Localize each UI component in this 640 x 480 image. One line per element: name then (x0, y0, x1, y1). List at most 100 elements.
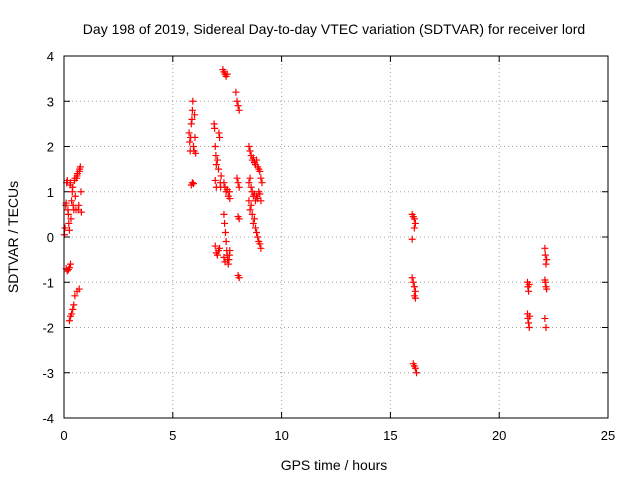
x-tick-label: 5 (169, 428, 176, 443)
data-point (217, 172, 225, 180)
data-point (245, 179, 253, 187)
data-point (221, 258, 229, 266)
data-point (226, 195, 234, 203)
data-point (541, 251, 549, 259)
data-point (541, 314, 549, 322)
y-tick-label: -3 (42, 366, 54, 381)
data-point (65, 219, 73, 227)
data-point (525, 287, 533, 295)
data-point (65, 264, 73, 272)
data-point (410, 283, 418, 291)
y-tick-label: 0 (47, 230, 54, 245)
data-point (69, 183, 77, 191)
data-point (411, 287, 419, 295)
data-point (525, 324, 533, 331)
data-point (256, 240, 264, 248)
data-point (221, 228, 229, 236)
axis-ticks: 0 5 10 15 20 25 -4 -3 -2 -1 0 1 2 3 4 (42, 49, 615, 443)
data-point (192, 149, 200, 157)
data-point (220, 210, 228, 218)
data-point (61, 224, 69, 232)
data-points (60, 66, 551, 377)
y-tick-label: 2 (47, 140, 54, 155)
data-point (71, 192, 79, 200)
data-point (68, 197, 76, 205)
data-point (256, 190, 264, 198)
data-point (223, 70, 231, 78)
data-point (77, 188, 85, 196)
data-point (188, 115, 196, 123)
data-point (246, 174, 254, 182)
data-point (212, 152, 220, 160)
data-point (69, 305, 77, 313)
data-point (257, 244, 265, 252)
data-point (248, 210, 256, 218)
data-point (233, 97, 241, 105)
data-point (189, 143, 197, 150)
data-point (67, 260, 75, 268)
data-point (186, 138, 194, 146)
x-tick-label: 20 (492, 428, 506, 443)
data-point (191, 111, 199, 119)
data-point (246, 206, 254, 214)
data-point (191, 133, 199, 141)
y-tick-label: -2 (42, 321, 54, 336)
y-tick-label: -1 (42, 275, 54, 290)
data-point (213, 251, 221, 259)
data-point (411, 364, 419, 372)
data-point (211, 124, 219, 132)
data-point (188, 106, 196, 114)
data-point (410, 224, 418, 232)
data-point (253, 228, 261, 236)
data-point (256, 167, 264, 175)
data-point (71, 292, 79, 300)
data-point (214, 165, 222, 173)
data-point (257, 197, 265, 205)
y-tick-label: 4 (47, 49, 54, 64)
data-point (216, 244, 224, 252)
data-point (64, 210, 72, 218)
data-point (541, 244, 549, 252)
data-point (251, 224, 259, 232)
data-point (235, 274, 243, 282)
data-point (409, 278, 417, 286)
data-point (77, 208, 85, 216)
data-point (235, 183, 243, 191)
data-point (413, 369, 421, 377)
data-point (253, 156, 261, 164)
gridlines (64, 56, 608, 418)
data-point (247, 183, 255, 191)
data-point (220, 179, 228, 187)
data-point (212, 161, 220, 169)
data-point (525, 281, 533, 289)
data-point (189, 97, 197, 105)
x-tick-label: 10 (274, 428, 288, 443)
data-point (185, 129, 193, 137)
data-point (258, 179, 266, 187)
data-point (65, 226, 73, 234)
data-point (526, 312, 534, 320)
data-point (411, 294, 419, 302)
data-point (235, 106, 243, 114)
data-point (525, 319, 533, 327)
data-point (543, 285, 551, 293)
y-tick-label: -4 (42, 411, 54, 426)
data-point (67, 215, 75, 223)
data-point (222, 238, 230, 246)
data-point (211, 176, 219, 184)
data-point (225, 188, 233, 196)
data-point (212, 183, 220, 191)
data-point (254, 233, 262, 241)
data-point (250, 215, 258, 223)
data-point (257, 174, 265, 182)
data-point (245, 197, 253, 205)
data-point (408, 274, 416, 282)
data-point (245, 143, 253, 150)
data-point (220, 253, 228, 261)
data-point (68, 310, 76, 318)
data-point (211, 242, 219, 250)
data-point (541, 278, 549, 286)
data-point (542, 260, 550, 268)
